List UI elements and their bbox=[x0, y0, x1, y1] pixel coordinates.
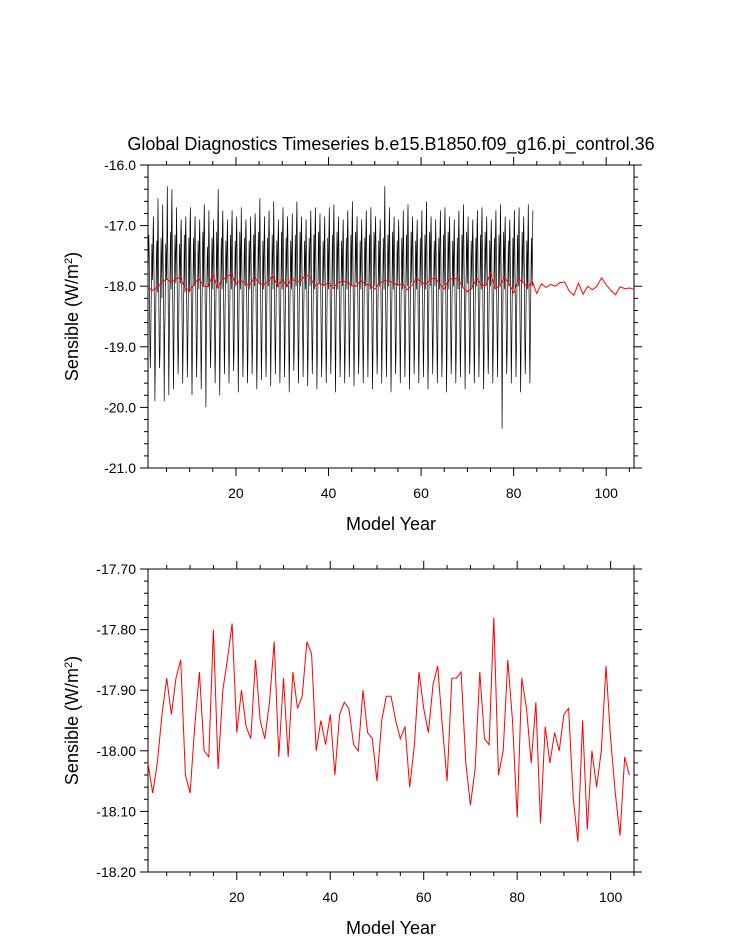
y-tick-label: -18.00 bbox=[96, 743, 136, 759]
annual-series-line bbox=[147, 617, 630, 842]
x-tick-label: 20 bbox=[229, 889, 245, 905]
y-tick-label: -16.0 bbox=[104, 157, 136, 173]
top-panel: -21.0 -20.0 -19.0 -18.0 -17.0 -16.0 20 40 60 80 10… bbox=[62, 157, 642, 534]
x-tick-label: 20 bbox=[228, 485, 244, 501]
x-tick-label: 60 bbox=[416, 889, 432, 905]
x-tick-label: 60 bbox=[413, 485, 429, 501]
x-tick-label: 40 bbox=[322, 889, 338, 905]
y-axis-label: Sensible (W/m2) bbox=[62, 656, 82, 785]
y-tick-label: -19.0 bbox=[104, 339, 136, 355]
monthly-series-line bbox=[147, 186, 534, 429]
x-tick-label: 100 bbox=[599, 889, 623, 905]
x-axis-label: Model Year bbox=[346, 918, 436, 938]
x-axis-label: Model Year bbox=[346, 514, 436, 534]
y-tick-label: -17.0 bbox=[104, 218, 136, 234]
y-axis-label: Sensible (W/m2) bbox=[62, 252, 82, 381]
y-tick-label: -17.90 bbox=[96, 682, 136, 698]
bottom-panel: -18.20 -18.10 -18.00 -17.90 -17.80 -17.70 20 40… bbox=[62, 561, 642, 938]
y-tick-label: -18.0 bbox=[104, 278, 136, 294]
y-tick-label: -21.0 bbox=[104, 460, 136, 476]
y-tick-label: -17.80 bbox=[96, 622, 136, 638]
y-tick-label: -17.70 bbox=[96, 561, 136, 577]
chart-title: Global Diagnostics Timeseries b.e15.B185… bbox=[127, 134, 654, 155]
x-tick-label: 100 bbox=[595, 485, 619, 501]
plot-frame bbox=[147, 164, 635, 469]
x-tick-label: 40 bbox=[321, 485, 337, 501]
y-tick-label: -18.10 bbox=[96, 803, 136, 819]
y-tick-label: -20.0 bbox=[104, 399, 136, 415]
annual-series-line bbox=[147, 271, 635, 297]
x-tick-label: 80 bbox=[506, 485, 522, 501]
x-tick-label: 80 bbox=[509, 889, 525, 905]
plot-frame bbox=[147, 568, 635, 873]
y-tick-label: -18.20 bbox=[96, 864, 136, 880]
